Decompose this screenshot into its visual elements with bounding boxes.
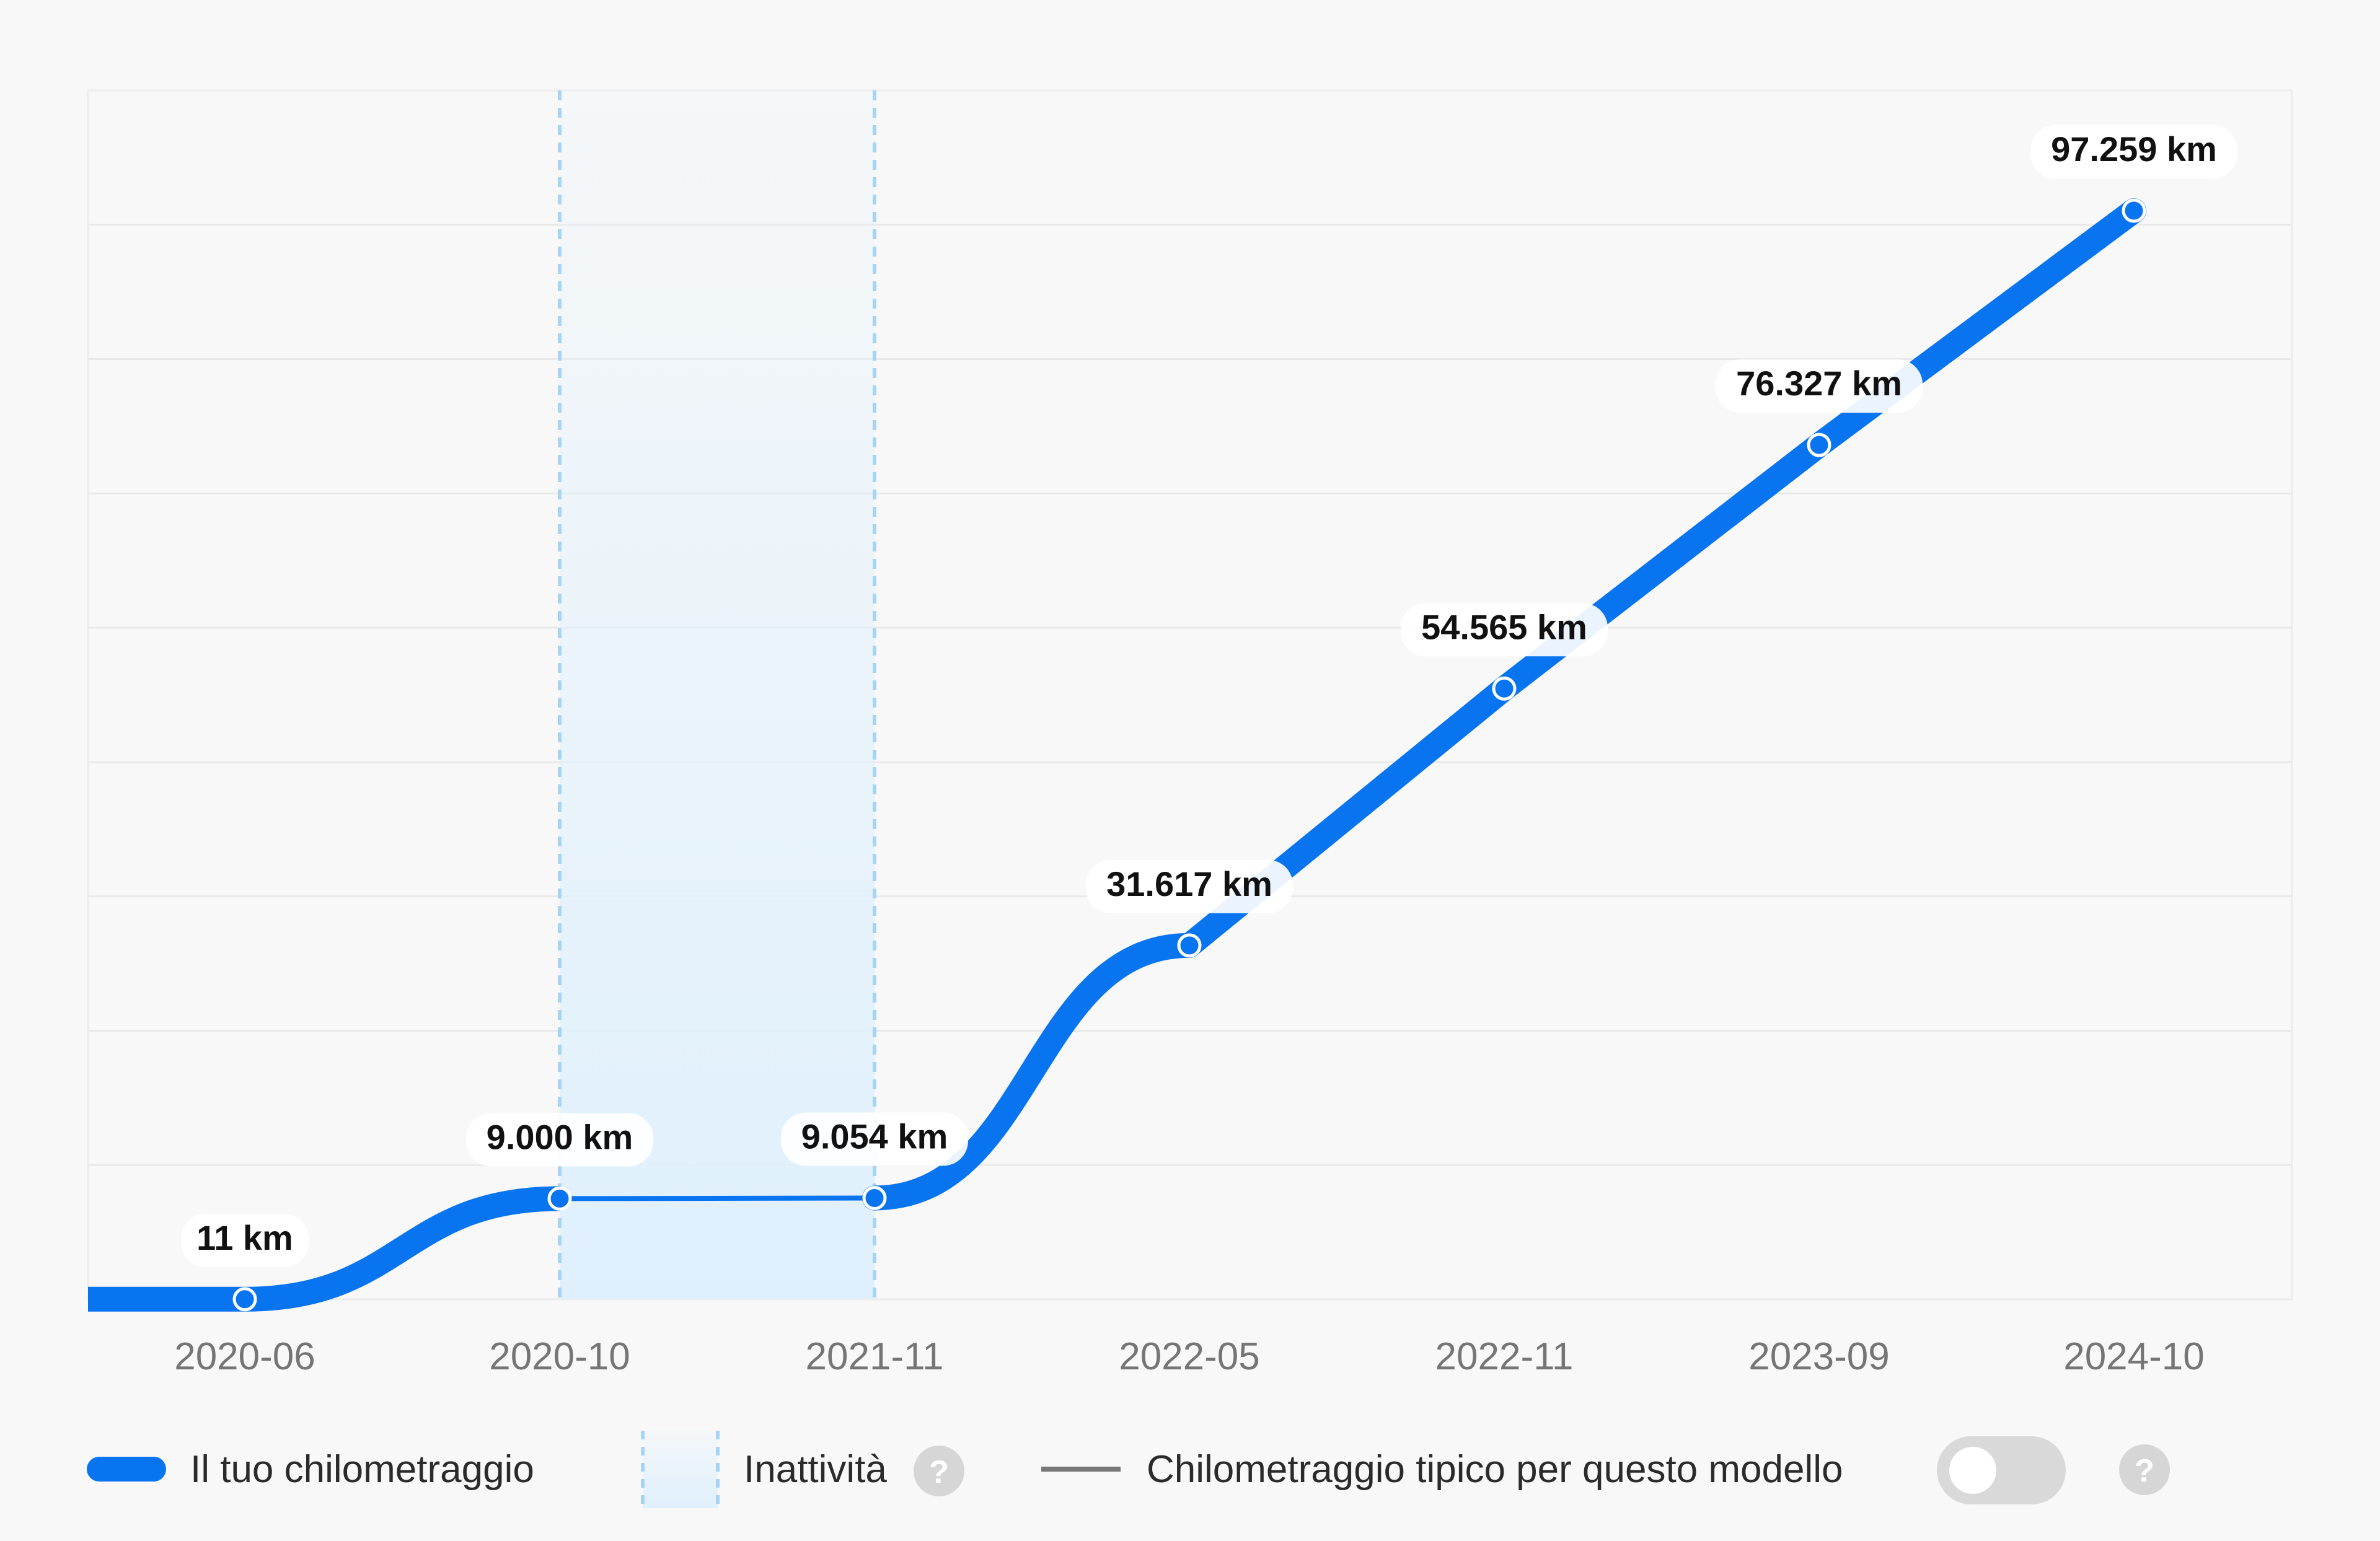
point-label: 76.327 km (1736, 364, 1902, 403)
point-label: 9.054 km (801, 1117, 948, 1156)
point-label: 54.565 km (1421, 607, 1587, 646)
legend-inactivity[interactable]: Inattività (641, 1431, 887, 1508)
data-point[interactable]: 9.054 km (781, 1112, 968, 1210)
legend-inactivity-swatch (643, 1431, 718, 1508)
x-tick-label: 2024-10 (2063, 1335, 2205, 1378)
x-tick-label: 2021-11 (806, 1335, 944, 1378)
point-label: 97.259 km (2051, 130, 2217, 169)
mileage-line-segment (88, 1186, 560, 1312)
point-marker[interactable] (547, 1186, 572, 1211)
point-marker[interactable] (862, 1185, 887, 1210)
point-label: 11 km (196, 1218, 293, 1257)
x-tick-label: 2022-11 (1435, 1335, 1574, 1378)
x-tick-label: 2020-06 (174, 1335, 315, 1378)
data-point[interactable]: 11 km (181, 1213, 309, 1312)
point-label-bg (181, 1213, 309, 1267)
point-marker[interactable] (1177, 933, 1202, 958)
legend: Il tuo chilometraggio Inattività ? Chilo… (87, 1431, 2170, 1508)
data-point[interactable]: 31.617 km (1086, 859, 1293, 958)
point-label-bg (2030, 125, 2237, 179)
x-axis-ticks: 2020-06 2020-10 2021-11 2022-05 2022-11 2023-… (174, 1335, 2205, 1378)
mileage-line-segment (862, 198, 2146, 1211)
typical-toggle-knob (1949, 1447, 1996, 1494)
point-marker[interactable] (1807, 432, 1831, 457)
legend-mileage-label: Il tuo chilometraggio (190, 1448, 534, 1491)
data-point[interactable]: 9.000 km (466, 1113, 653, 1211)
point-label-bg (1086, 859, 1293, 913)
x-tick-label: 2023-09 (1748, 1335, 1890, 1378)
typical-toggle[interactable] (1937, 1436, 2066, 1504)
svg-text:?: ? (929, 1454, 949, 1490)
data-points[interactable]: 11 km 9.000 km 9.054 km 31.617 km 54.565 km 7… (181, 125, 2237, 1312)
plot-area (87, 89, 2293, 1301)
data-point[interactable]: 76.327 km (1716, 359, 1923, 457)
point-marker[interactable] (2122, 198, 2146, 223)
data-point[interactable]: 97.259 km (2030, 125, 2237, 223)
legend-typical[interactable]: Chilometraggio tipico per questo modello (1041, 1448, 1843, 1491)
data-point[interactable]: 54.565 km (1401, 603, 1608, 701)
x-tick-label: 2020-10 (489, 1335, 630, 1378)
legend-mileage[interactable]: Il tuo chilometraggio (87, 1448, 534, 1491)
point-marker[interactable] (232, 1287, 257, 1312)
legend-inactivity-label: Inattività (744, 1448, 887, 1491)
point-label-bg (781, 1112, 968, 1166)
legend-typical-label: Chilometraggio tipico per questo modello (1147, 1448, 1843, 1491)
point-marker[interactable] (1492, 676, 1517, 701)
typical-help-icon[interactable]: ? (2119, 1444, 2170, 1495)
point-label-bg (1401, 603, 1608, 657)
point-label-bg (466, 1113, 653, 1167)
inactivity-help-icon[interactable]: ? (914, 1446, 964, 1496)
inactivity-band[interactable] (558, 90, 876, 1299)
mileage-series (88, 198, 2146, 1312)
point-label-bg (1716, 359, 1923, 413)
svg-text:?: ? (2135, 1453, 2154, 1489)
point-label: 9.000 km (487, 1117, 633, 1156)
inactivity-band-fill (560, 90, 875, 1299)
x-tick-label: 2022-05 (1119, 1335, 1260, 1378)
point-label: 31.617 km (1106, 864, 1272, 903)
